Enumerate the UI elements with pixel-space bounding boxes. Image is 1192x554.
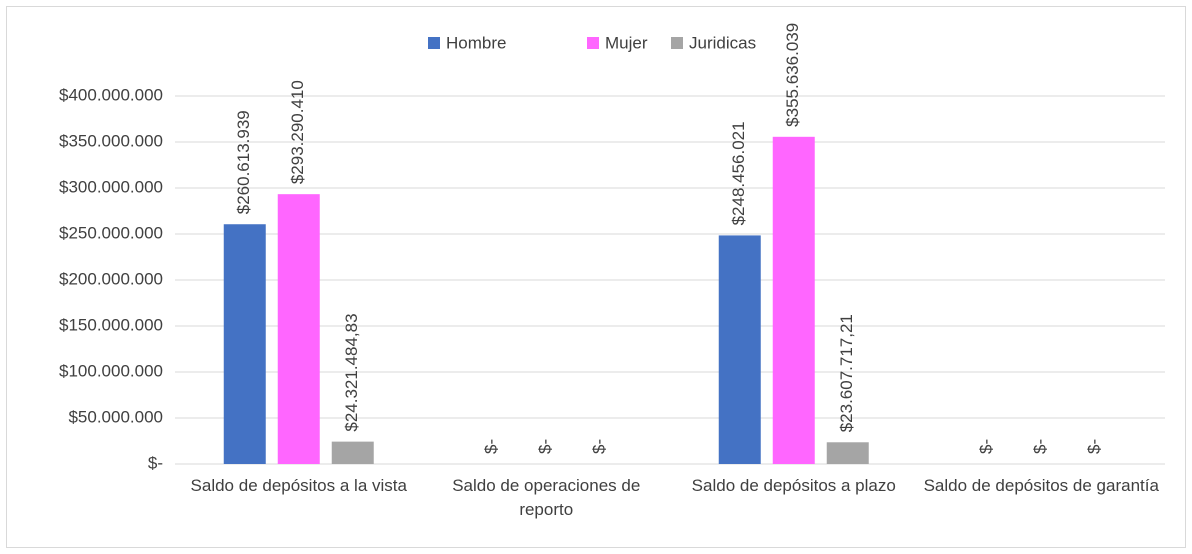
value-label: $-	[1031, 439, 1050, 454]
value-label: $-	[536, 439, 555, 454]
value-label: $-	[1085, 439, 1104, 454]
y-tick-label: $50.000.000	[68, 407, 163, 426]
value-label: $248.456.021	[729, 121, 748, 225]
y-tick-label: $400.000.000	[59, 85, 163, 104]
y-tick-label: $-	[148, 453, 163, 472]
value-label: $-	[977, 439, 996, 454]
legend-label: Mujer	[605, 33, 648, 52]
x-tick-label: Saldo de operaciones de reporto	[452, 476, 641, 519]
value-label: $-	[590, 439, 609, 454]
value-label: $-	[482, 439, 501, 454]
bar	[331, 441, 374, 464]
y-tick-label: $200.000.000	[59, 269, 163, 288]
value-label: $355.636.039	[783, 23, 802, 127]
legend-swatch	[671, 37, 683, 49]
y-tick-label: $250.000.000	[59, 223, 163, 242]
y-tick-label: $300.000.000	[59, 177, 163, 196]
value-label: $24.321.484,83	[342, 313, 361, 431]
bar	[277, 194, 320, 464]
bar	[223, 224, 266, 464]
bar	[826, 442, 869, 464]
x-tick-label: Saldo de depósitos a la vista	[190, 476, 407, 495]
x-tick-label: Saldo de depósitos a plazo	[691, 476, 896, 495]
legend-swatch	[428, 37, 440, 49]
value-label: $23.607.717,21	[837, 314, 856, 432]
bar	[772, 136, 815, 464]
legend-swatch	[587, 37, 599, 49]
value-label: $260.613.939	[234, 110, 253, 214]
legend-label: Hombre	[446, 33, 506, 52]
value-label: $293.290.410	[288, 80, 307, 184]
x-tick-label: Saldo de depósitos de garantía	[923, 476, 1159, 495]
y-tick-label: $150.000.000	[59, 315, 163, 334]
legend-label: Juridicas	[689, 33, 756, 52]
y-tick-label: $350.000.000	[59, 131, 163, 150]
chart-border	[6, 6, 1186, 548]
y-tick-label: $100.000.000	[59, 361, 163, 380]
bar	[718, 235, 761, 464]
